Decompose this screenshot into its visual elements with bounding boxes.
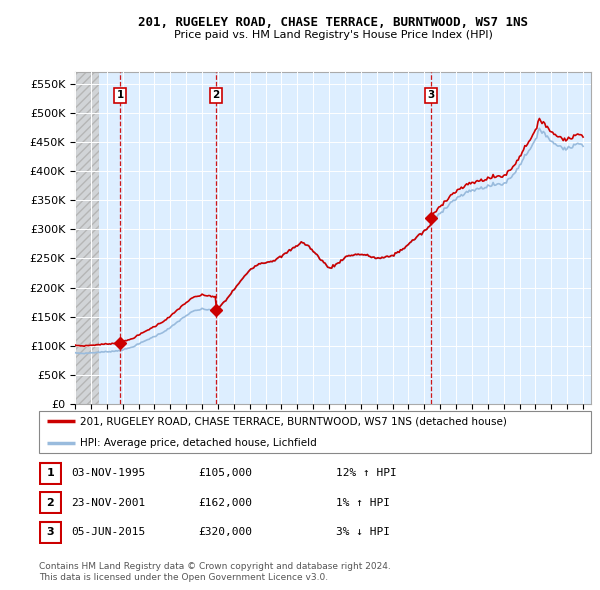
Text: This data is licensed under the Open Government Licence v3.0.: This data is licensed under the Open Gov… — [39, 572, 328, 582]
Text: 23-NOV-2001: 23-NOV-2001 — [71, 498, 145, 507]
Text: 3% ↓ HPI: 3% ↓ HPI — [336, 527, 390, 537]
Text: £105,000: £105,000 — [198, 468, 252, 478]
Text: Contains HM Land Registry data © Crown copyright and database right 2024.: Contains HM Land Registry data © Crown c… — [39, 562, 391, 571]
Text: 2: 2 — [212, 90, 220, 100]
Text: Price paid vs. HM Land Registry's House Price Index (HPI): Price paid vs. HM Land Registry's House … — [173, 31, 493, 40]
Text: 201, RUGELEY ROAD, CHASE TERRACE, BURNTWOOD, WS7 1NS: 201, RUGELEY ROAD, CHASE TERRACE, BURNTW… — [138, 16, 528, 29]
Text: HPI: Average price, detached house, Lichfield: HPI: Average price, detached house, Lich… — [80, 438, 317, 447]
Text: £162,000: £162,000 — [198, 498, 252, 507]
Text: £320,000: £320,000 — [198, 527, 252, 537]
Text: 1: 1 — [116, 90, 124, 100]
Text: 03-NOV-1995: 03-NOV-1995 — [71, 468, 145, 478]
Bar — [75, 54, 99, 404]
Text: 3: 3 — [47, 527, 54, 537]
FancyBboxPatch shape — [40, 463, 61, 484]
FancyBboxPatch shape — [40, 492, 61, 513]
Text: 05-JUN-2015: 05-JUN-2015 — [71, 527, 145, 537]
Text: 3: 3 — [427, 90, 434, 100]
Text: 1: 1 — [47, 468, 54, 478]
Text: 201, RUGELEY ROAD, CHASE TERRACE, BURNTWOOD, WS7 1NS (detached house): 201, RUGELEY ROAD, CHASE TERRACE, BURNTW… — [80, 417, 507, 426]
Text: 2: 2 — [47, 498, 54, 507]
FancyBboxPatch shape — [39, 411, 591, 453]
Text: 1% ↑ HPI: 1% ↑ HPI — [336, 498, 390, 507]
FancyBboxPatch shape — [40, 522, 61, 543]
Text: 12% ↑ HPI: 12% ↑ HPI — [336, 468, 397, 478]
